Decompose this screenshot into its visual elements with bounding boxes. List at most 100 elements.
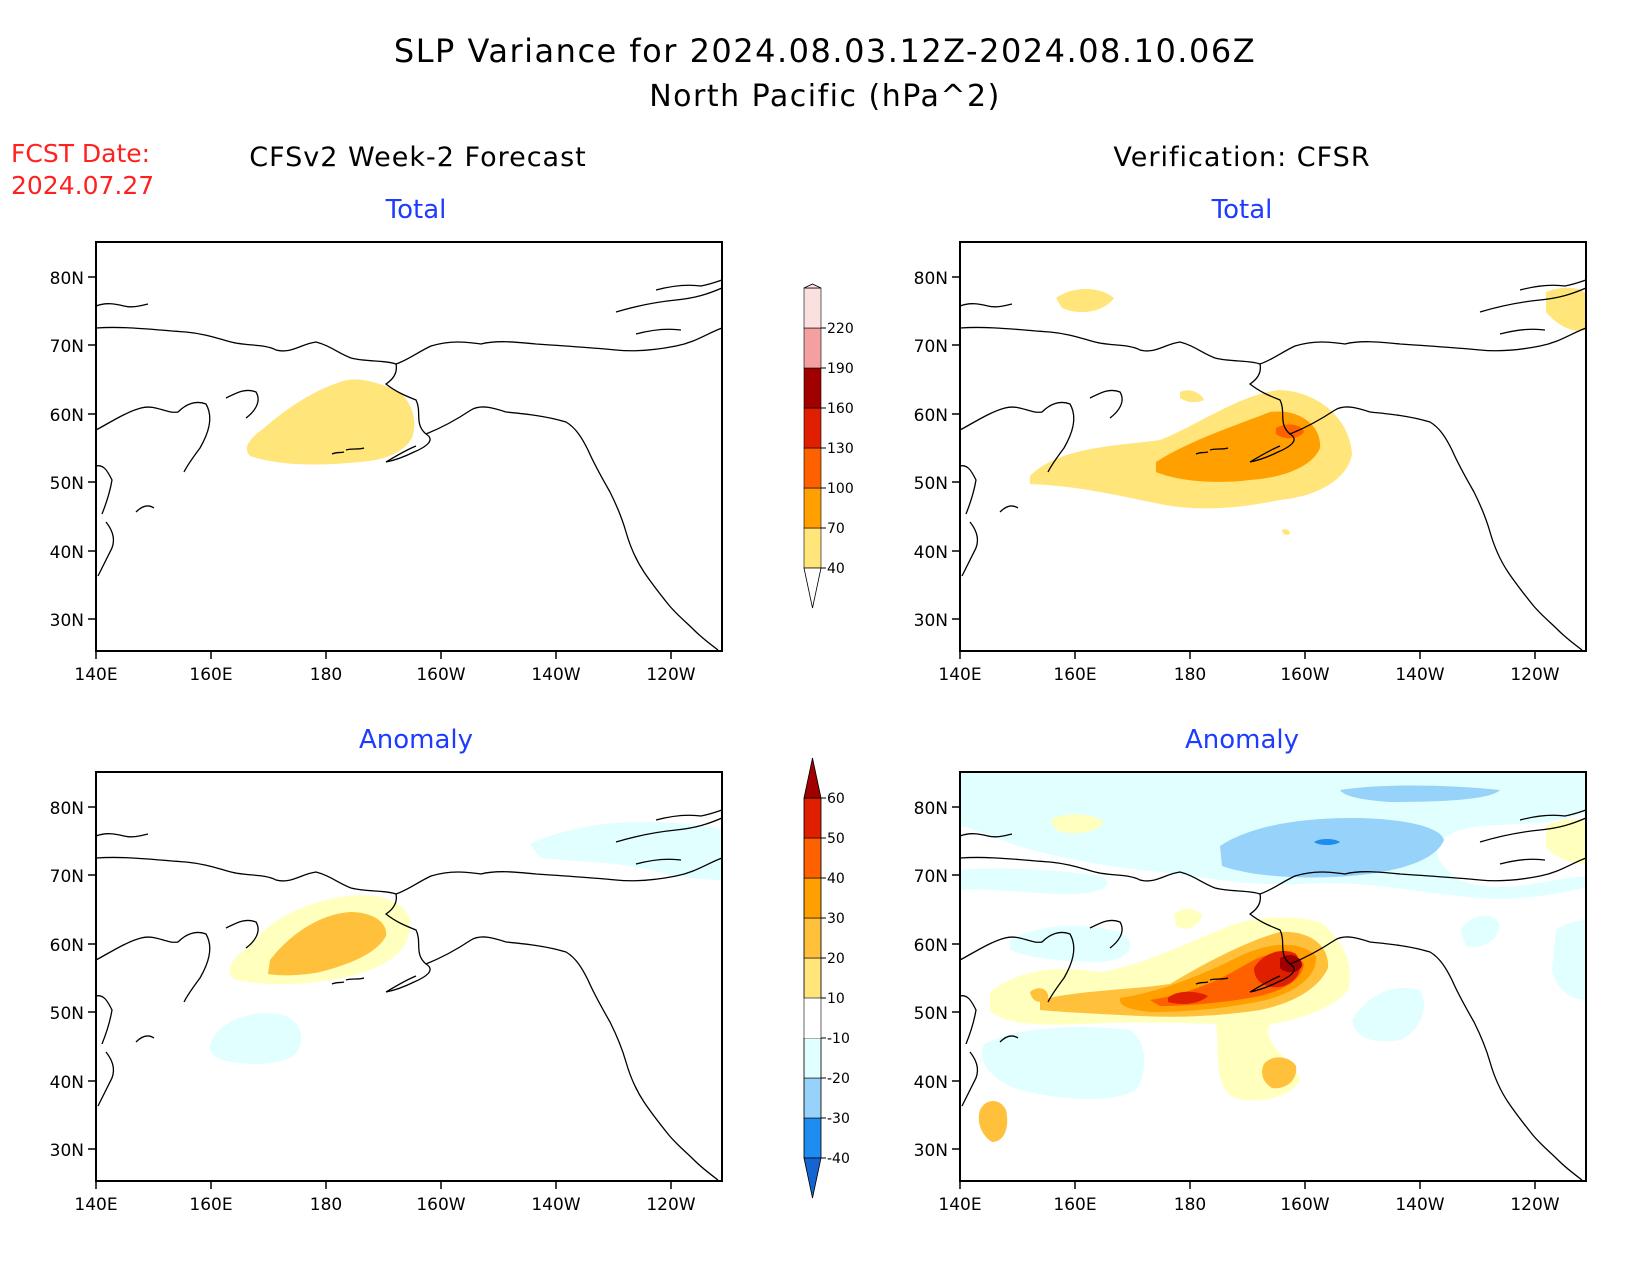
colorbar-swatch (803, 367, 822, 409)
shade-40-70 (246, 379, 415, 465)
lon-tick-label: 180 (1174, 1195, 1206, 1215)
lon-tick-label: 160W (1280, 665, 1329, 685)
panel-title-top-left: Total (385, 195, 447, 225)
shade-40-70 (1546, 287, 1586, 331)
shade-50-60 (1168, 991, 1208, 1004)
shade-10-20 (1546, 819, 1586, 864)
colorbar-label: 40 (827, 871, 845, 887)
shade-minus10-minus20 (530, 822, 722, 880)
shade-minus10-minus20 (1460, 915, 1500, 948)
lon-tick-label: 140E (938, 1195, 981, 1215)
colorbar-label: -40 (827, 1151, 850, 1167)
colorbar-swatch (803, 1117, 822, 1159)
map-panel-forecast-anomaly: 80N 70N 60N 50N 40N 30N 140E 160E 180 160W 140W 120… (50, 771, 723, 1215)
colorbar-anomaly: -40 -30 -20 -10 10 20 30 40 50 60 (803, 757, 850, 1199)
colorbar-swatch (803, 447, 822, 489)
lon-tick-label: 180 (310, 665, 342, 685)
fcst-date-value: 2024.07.27 (11, 171, 154, 200)
lon-tick-label: 180 (1174, 665, 1206, 685)
colorbar-swatch (803, 327, 822, 369)
shade-minus10-minus20 (960, 868, 1108, 895)
lon-tick-label: 160E (1053, 1195, 1096, 1215)
colorbar-swatch (804, 998, 821, 1038)
lat-tick-label: 40N (914, 1073, 948, 1093)
lon-tick-label: 120W (646, 1195, 695, 1215)
lat-tick-label: 60N (50, 406, 84, 426)
colorbar-swatch (803, 837, 822, 879)
lon-tick-label: 140E (938, 665, 981, 685)
lat-tick-label: 70N (914, 337, 948, 357)
lon-tick-label: 160E (189, 1195, 232, 1215)
left-column-title: CFSv2 Week-2 Forecast (249, 142, 587, 173)
lon-tick-label: 140W (1395, 1195, 1444, 1215)
shade-minus30-minus40 (1314, 839, 1340, 845)
colorbar-swatch (803, 527, 822, 569)
lat-tick-label: 30N (50, 611, 84, 631)
lat-tick-label: 80N (914, 269, 948, 289)
colorbar-label: 70 (827, 521, 845, 537)
lon-tick-label: 160W (416, 665, 465, 685)
map-frame (959, 241, 1587, 652)
lat-tick-label: 40N (50, 1073, 84, 1093)
shade-minus20-minus30 (1340, 785, 1500, 802)
lat-tick-label: 60N (914, 406, 948, 426)
shade-40-70 (1056, 289, 1114, 313)
lat-tick-label: 80N (50, 799, 84, 819)
colorbar-swatch (803, 877, 822, 919)
colorbar-end-high (803, 283, 822, 289)
colorbar-label: -20 (827, 1071, 850, 1087)
colorbar-swatch (803, 957, 822, 999)
lon-tick-label: 120W (646, 665, 695, 685)
colorbar-label: 100 (827, 481, 854, 497)
colorbar-label: 190 (827, 361, 854, 377)
shade-40-70 (1282, 529, 1290, 535)
coastline (95, 279, 723, 651)
shade-10-20 (1050, 814, 1104, 834)
main-title: SLP Variance for 2024.08.03.12Z-2024.08.… (394, 32, 1256, 70)
panel-title-top-right: Total (1211, 195, 1273, 225)
colorbar-swatch (803, 797, 822, 839)
colorbar-label: 130 (827, 441, 854, 457)
main-subtitle: North Pacific (hPa^2) (649, 79, 1001, 114)
colorbar-label: -10 (827, 1031, 850, 1047)
colorbar-label: 50 (827, 831, 845, 847)
lat-tick-label: 70N (914, 867, 948, 887)
colorbar-label: 220 (827, 321, 854, 337)
panel-title-bottom-left: Anomaly (359, 725, 473, 755)
lat-tick-label: 70N (50, 337, 84, 357)
lon-tick-label: 160W (1280, 1195, 1329, 1215)
shade-100-130 (1276, 424, 1304, 439)
shade-minus10-minus20 (1352, 987, 1424, 1042)
colorbar-swatch (803, 917, 822, 959)
shade-10-20 (1174, 908, 1202, 929)
lon-tick-label: 140W (531, 1195, 580, 1215)
colorbar-label: 20 (827, 951, 845, 967)
colorbar-label: 60 (827, 791, 845, 807)
colorbar-label: 30 (827, 911, 845, 927)
lat-tick-label: 60N (50, 936, 84, 956)
shade-minus20-minus30 (1220, 818, 1444, 878)
lat-tick-label: 50N (50, 1004, 84, 1024)
colorbar-end-high (803, 757, 822, 799)
shade-minus10-minus20 (1010, 925, 1131, 962)
map-frame (959, 771, 1587, 1182)
map-panel-verification-total: 80N 70N 60N 50N 40N 30N 140E 160E 180 160W 140W 120… (914, 241, 1587, 685)
lon-tick-label: 140E (74, 1195, 117, 1215)
shade-minus10-minus20 (209, 1013, 302, 1064)
lat-tick-label: 30N (914, 611, 948, 631)
shade-20-30 (978, 1101, 1008, 1142)
colorbar-total: 40 70 100 130 160 190 220 (803, 283, 854, 609)
shade-40-70 (1180, 390, 1204, 403)
lat-tick-label: 30N (50, 1141, 84, 1161)
map-panel-verification-anomaly: 80N 70N 60N 50N 40N 30N 140E 160E 180 160W 140W 120… (914, 771, 1587, 1215)
lat-tick-label: 70N (50, 867, 84, 887)
shade-20-30 (1262, 1057, 1297, 1089)
colorbar-swatch (803, 1037, 822, 1079)
colorbar-label: -30 (827, 1111, 850, 1127)
shade-20-30 (268, 912, 387, 976)
lon-tick-label: 160E (189, 665, 232, 685)
map-frame (95, 771, 723, 1182)
colorbar-swatch (803, 287, 822, 329)
lat-tick-label: 40N (50, 543, 84, 563)
lat-tick-label: 50N (50, 474, 84, 494)
